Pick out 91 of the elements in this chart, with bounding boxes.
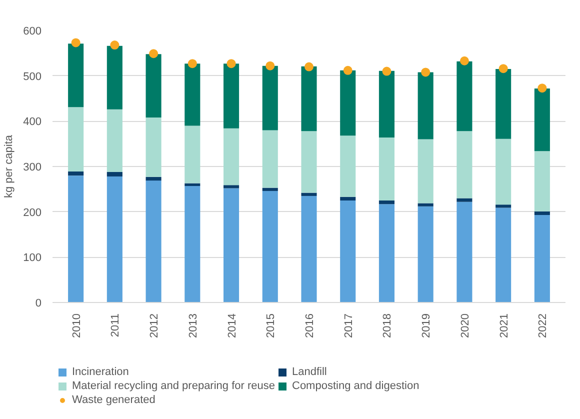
bar: [301, 131, 317, 193]
bar: [184, 126, 200, 184]
legend-label: Composting and digestion: [292, 380, 420, 392]
bar: [456, 202, 472, 302]
y-tick-label: 100: [23, 252, 42, 264]
x-tick-label: 2022: [537, 313, 550, 338]
point: [343, 66, 352, 75]
x-tick-label: 2015: [265, 313, 278, 338]
point: [421, 68, 430, 77]
bar: [496, 69, 512, 139]
bar: [262, 188, 278, 191]
x-tick-label: 2016: [304, 313, 316, 338]
x-tick-label: 2011: [110, 314, 122, 338]
bar: [146, 180, 162, 302]
bar: [378, 204, 394, 302]
y-tick-label: 200: [23, 206, 42, 219]
bar: [340, 136, 356, 197]
bar: [534, 151, 550, 212]
point: [304, 62, 314, 72]
point: [538, 84, 547, 93]
bar: [224, 64, 240, 128]
bar: [456, 198, 472, 202]
bar: [456, 131, 472, 198]
bar: [146, 176, 162, 181]
bar: [418, 206, 434, 302]
x-tick-label: 2020: [459, 313, 472, 338]
bar: [378, 137, 394, 200]
y-tick-label: 500: [23, 70, 42, 83]
legend-label: Material recycling and preparing for reuse: [72, 380, 275, 392]
bar: [418, 139, 434, 204]
bar: [340, 200, 356, 302]
bar: [418, 203, 434, 206]
point: [226, 59, 236, 68]
y-tick-label: 0: [35, 298, 42, 310]
x-tick-label: 2019: [420, 313, 433, 338]
bar: [184, 64, 200, 126]
legend-label: Incineration: [72, 366, 129, 378]
bar: [106, 172, 122, 176]
bar: [496, 138, 512, 205]
x-tick-label: 2021: [498, 313, 510, 338]
bar: [224, 128, 240, 186]
point: [382, 66, 392, 76]
x-tick-label: 2013: [187, 313, 200, 338]
bar: [146, 54, 162, 118]
point: [498, 64, 508, 74]
bar: [378, 200, 394, 204]
x-tick-label: 2014: [226, 313, 238, 338]
x-tick-label: 2010: [70, 313, 83, 338]
y-axis-title: kg per capita: [3, 134, 16, 198]
bar: [106, 109, 122, 172]
bar: [301, 196, 317, 302]
bar: [106, 46, 122, 110]
bar: [68, 171, 84, 176]
point: [188, 59, 197, 68]
bar: [106, 176, 122, 302]
bar: [534, 211, 550, 216]
bar: [184, 183, 200, 186]
bar: [496, 204, 512, 208]
bar: [224, 188, 240, 302]
y-tick-label: 300: [23, 162, 42, 174]
bar: [378, 70, 394, 138]
x-tick-label: 2012: [148, 313, 161, 338]
bar: [534, 215, 550, 302]
point: [71, 38, 80, 48]
bar: [262, 66, 278, 130]
bar: [418, 72, 434, 140]
point: [460, 56, 469, 66]
legend-label: Landfill: [292, 366, 327, 378]
bar: [496, 208, 512, 302]
bar: [262, 130, 278, 188]
point: [266, 61, 275, 70]
y-tick-label: 600: [23, 26, 42, 38]
bar: [456, 61, 472, 132]
bar: [68, 44, 84, 108]
bar: [68, 107, 84, 172]
x-tick-label: 2018: [382, 313, 394, 338]
bar: [340, 70, 356, 136]
bar: [184, 186, 200, 302]
legend-label: Waste generated: [72, 394, 156, 406]
bar: [262, 190, 278, 302]
bar: [534, 88, 550, 152]
point: [149, 49, 158, 58]
bar: [301, 192, 317, 196]
bar: [340, 196, 356, 200]
bar: [301, 66, 317, 132]
point: [110, 40, 120, 50]
y-tick-label: 400: [23, 116, 42, 128]
x-tick-label: 2017: [342, 313, 355, 338]
bar: [146, 118, 162, 177]
bar: [224, 185, 240, 188]
bar: [68, 176, 84, 302]
